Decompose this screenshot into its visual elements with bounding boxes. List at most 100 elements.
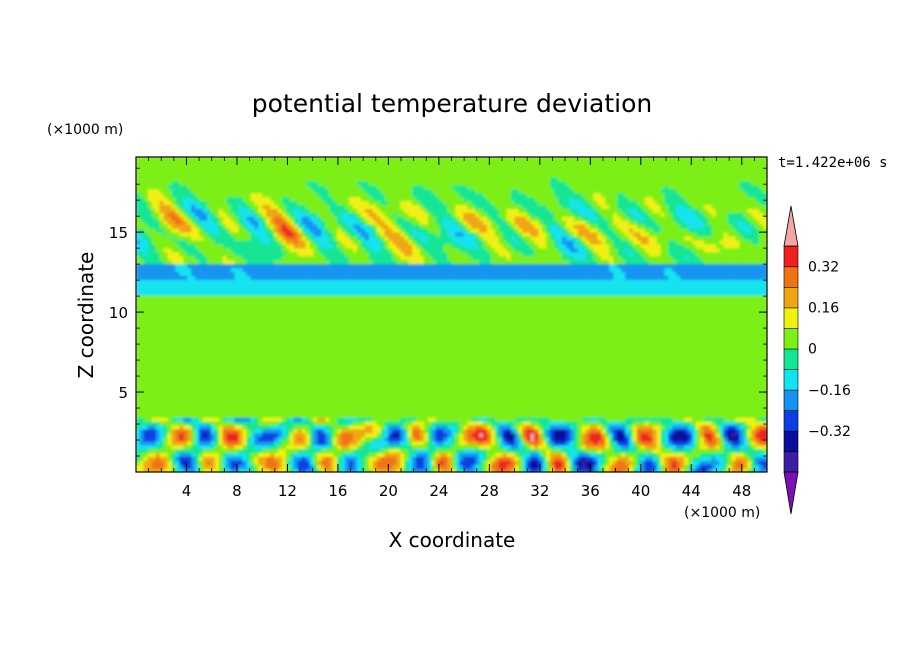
field-cell <box>317 440 323 446</box>
field-cell <box>333 397 338 402</box>
field-cell <box>333 468 338 472</box>
field-cell <box>139 432 145 438</box>
field-cell <box>313 464 319 469</box>
field-cell <box>297 448 303 454</box>
field-cell <box>345 416 350 422</box>
field-cell <box>151 176 157 182</box>
field-cell <box>147 428 153 434</box>
field-cell <box>266 353 271 359</box>
field-cell <box>199 306 204 312</box>
field-cell <box>234 227 240 233</box>
field-cell <box>364 255 370 261</box>
field-cell <box>139 361 145 367</box>
field-cell <box>199 220 204 225</box>
field-cell <box>309 306 315 312</box>
field-cell <box>301 346 307 351</box>
field-cell <box>289 464 295 469</box>
field-cell <box>175 405 181 410</box>
field-cell <box>191 361 196 367</box>
field-cell <box>270 397 275 402</box>
field-cell <box>203 389 208 395</box>
field-cell <box>203 334 208 339</box>
field-cell <box>254 330 260 335</box>
field-cell <box>345 381 350 387</box>
field-cell <box>364 279 370 284</box>
field-cell <box>356 255 362 261</box>
field-cell <box>159 220 165 225</box>
field-cell <box>262 444 267 450</box>
field-cell <box>151 440 157 446</box>
field-cell <box>187 357 193 363</box>
field-cell <box>171 290 177 296</box>
field-cell <box>163 200 169 206</box>
field-cell <box>155 267 161 272</box>
field-cell <box>195 283 200 288</box>
field-cell <box>210 401 216 406</box>
field-cell <box>151 247 157 253</box>
field-cell <box>297 184 303 190</box>
field-cell <box>368 377 374 383</box>
field-cell <box>238 160 244 166</box>
field-cell <box>352 271 358 276</box>
field-cell <box>183 231 189 237</box>
field-cell <box>175 389 181 395</box>
field-cell <box>333 310 338 316</box>
field-cell <box>360 160 366 166</box>
field-cell <box>234 204 240 209</box>
field-cell <box>352 420 358 426</box>
field-cell <box>179 361 185 367</box>
field-cell <box>171 349 177 355</box>
field-cell <box>143 251 149 257</box>
field-cell <box>143 365 149 371</box>
field-cell <box>301 361 307 367</box>
field-cell <box>309 338 315 343</box>
field-cell <box>187 220 193 225</box>
field-cell <box>345 330 350 335</box>
field-cell <box>199 251 204 257</box>
field-cell <box>262 196 267 202</box>
field-cell <box>250 440 256 446</box>
field-cell <box>376 302 382 308</box>
field-cell <box>281 452 287 458</box>
field-cell <box>187 204 193 209</box>
field-cell <box>191 306 196 312</box>
field-cell <box>285 279 291 284</box>
field-cell <box>372 290 378 296</box>
field-cell <box>376 420 382 426</box>
field-cell <box>266 401 271 406</box>
field-cell <box>191 420 196 426</box>
field-cell <box>329 440 334 446</box>
field-cell <box>364 306 370 312</box>
field-cell <box>333 263 338 269</box>
field-cell <box>254 239 260 245</box>
field-cell <box>380 346 386 351</box>
field-cell <box>230 346 236 351</box>
field-cell <box>266 168 271 174</box>
field-cell <box>301 302 307 308</box>
field-cell <box>151 373 157 379</box>
field-cell <box>285 204 291 209</box>
field-cell <box>214 416 220 422</box>
field-cell <box>254 306 260 312</box>
field-cell <box>187 302 193 308</box>
field-cell <box>309 298 315 304</box>
field-cell <box>293 302 299 308</box>
field-cell <box>293 456 299 461</box>
field-cell <box>270 286 275 292</box>
field-cell <box>230 361 236 367</box>
field-cell <box>321 157 327 162</box>
field-cell <box>317 409 323 414</box>
field-cell <box>206 160 212 166</box>
field-cell <box>218 353 224 359</box>
field-cell <box>258 416 263 422</box>
field-cell <box>317 172 323 178</box>
field-cell <box>285 377 291 383</box>
field-cell <box>246 283 252 288</box>
field-cell <box>301 452 307 458</box>
field-cell <box>210 271 216 276</box>
field-cell <box>159 381 165 387</box>
field-cell <box>254 318 260 324</box>
field-cell <box>341 401 346 406</box>
field-cell <box>372 259 378 265</box>
field-cell <box>159 271 165 276</box>
